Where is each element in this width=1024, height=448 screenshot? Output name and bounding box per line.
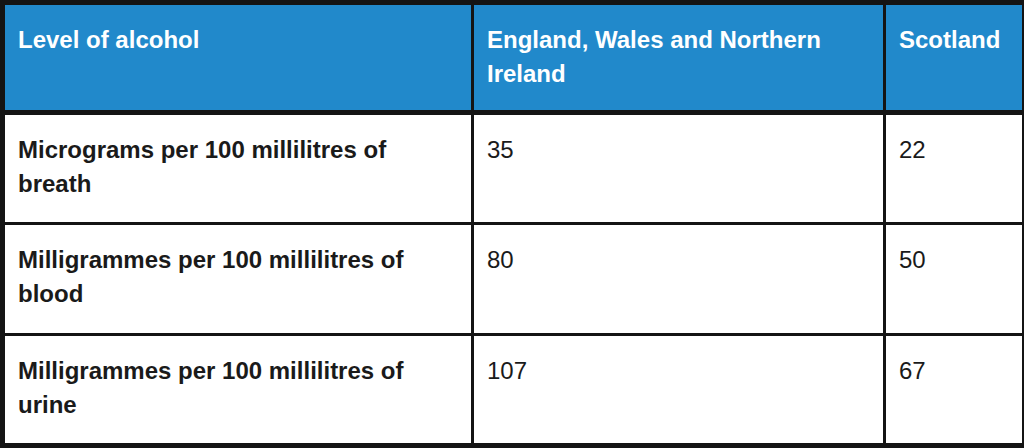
table-row-breath: Micrograms per 100 millilitres of breath… xyxy=(3,113,1024,224)
header-england-wales-ni: England, Wales and Northern Ireland xyxy=(473,3,885,113)
value-breath-ewni: 35 xyxy=(473,113,885,224)
header-scotland: Scotland xyxy=(885,3,1024,113)
row-label-blood: Milligrammes per 100 millilitres of bloo… xyxy=(3,224,473,335)
value-urine-scotland: 67 xyxy=(885,335,1024,446)
alcohol-limits-table: Level of alcohol England, Wales and Nort… xyxy=(0,0,1024,448)
value-urine-ewni: 107 xyxy=(473,335,885,446)
table-header-row: Level of alcohol England, Wales and Nort… xyxy=(3,3,1024,113)
header-level-of-alcohol: Level of alcohol xyxy=(3,3,473,113)
table-row-blood: Milligrammes per 100 millilitres of bloo… xyxy=(3,224,1024,335)
row-label-urine: Milligrammes per 100 millilitres of urin… xyxy=(3,335,473,446)
value-breath-scotland: 22 xyxy=(885,113,1024,224)
row-label-breath: Micrograms per 100 millilitres of breath xyxy=(3,113,473,224)
value-blood-ewni: 80 xyxy=(473,224,885,335)
page-background: Level of alcohol England, Wales and Nort… xyxy=(0,0,1024,448)
value-blood-scotland: 50 xyxy=(885,224,1024,335)
table-row-urine: Milligrammes per 100 millilitres of urin… xyxy=(3,335,1024,446)
